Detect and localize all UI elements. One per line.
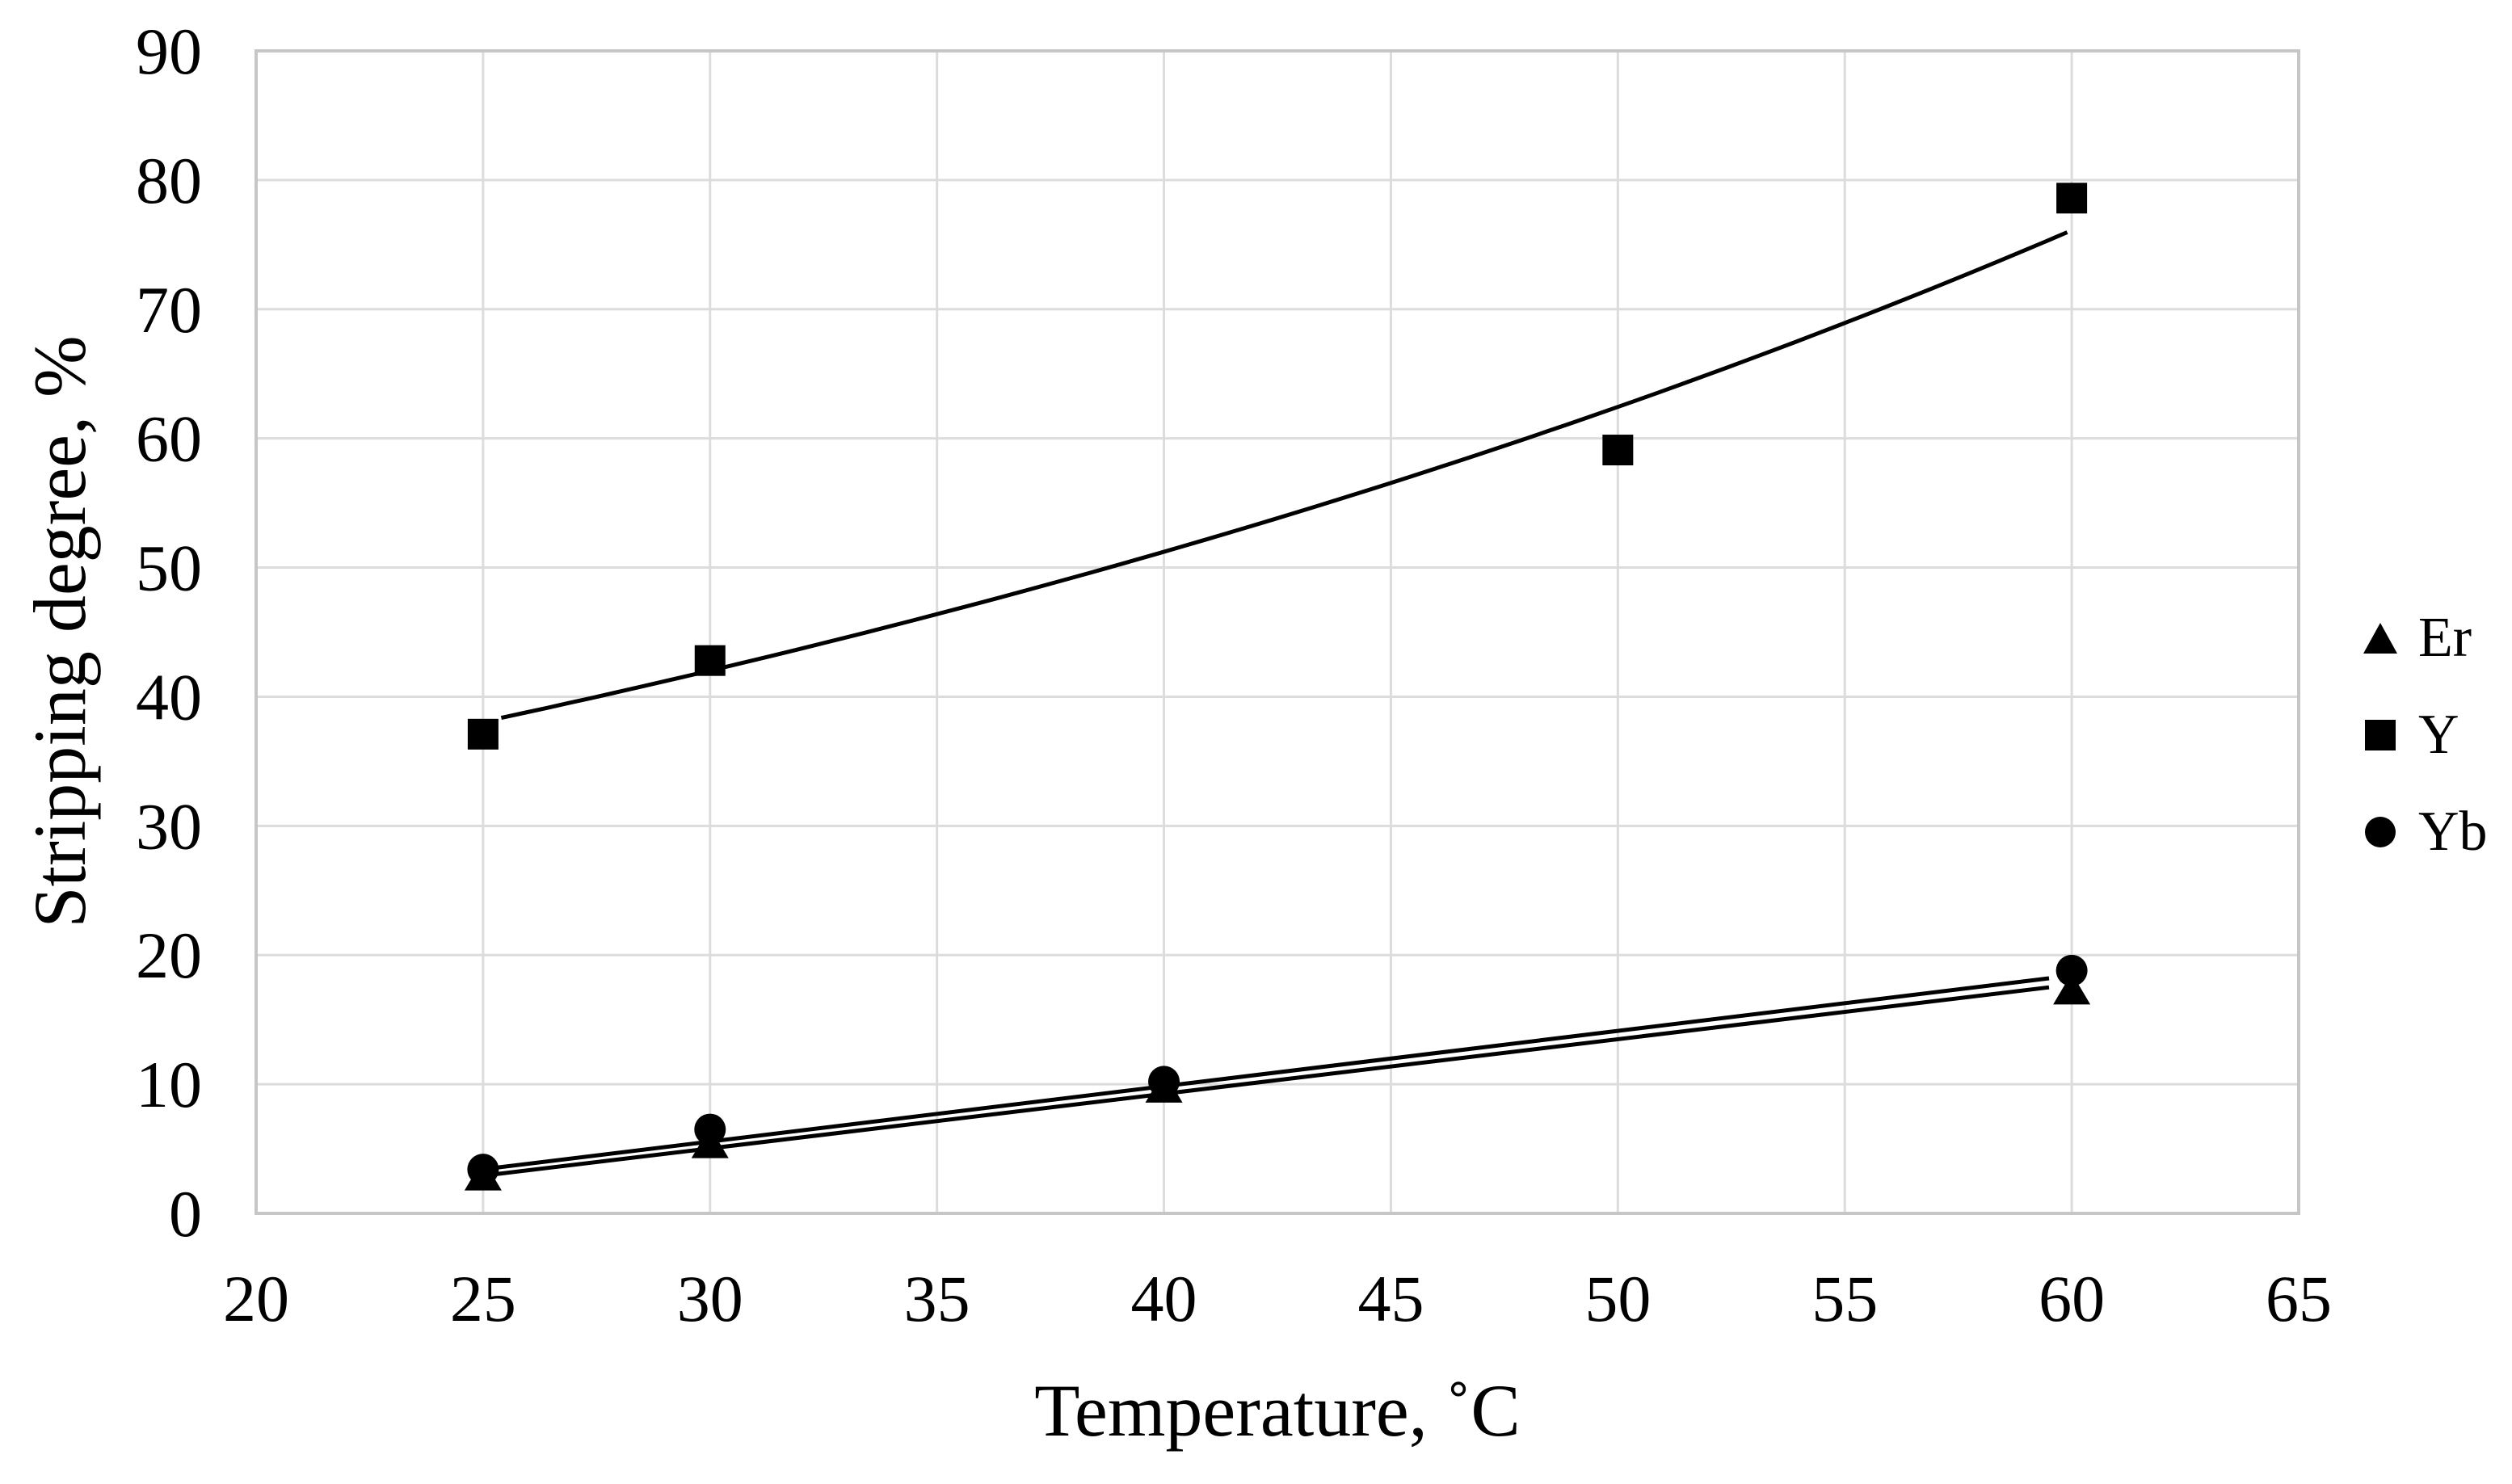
- y-tick-label-40: 40: [136, 660, 202, 734]
- marker-Y-30: [694, 645, 726, 676]
- x-tick-label-35: 35: [904, 1262, 970, 1335]
- x-tick-label-45: 45: [1357, 1262, 1424, 1335]
- legend-item-er: Er: [2362, 590, 2488, 687]
- trendline-Er: [491, 985, 2050, 1177]
- legend-icon-box: [2362, 720, 2399, 750]
- legend-item-yb: Yb: [2362, 784, 2488, 881]
- triangle-marker-icon: [2363, 623, 2397, 654]
- y-tick-label-30: 30: [136, 789, 202, 863]
- trendline-Y: [500, 230, 2068, 721]
- x-tick-label-30: 30: [677, 1262, 743, 1335]
- y-tick-label-50: 50: [136, 532, 202, 605]
- trendline-Yb: [491, 976, 2050, 1171]
- legend-icon-box: [2362, 817, 2399, 847]
- legend-icon-box: [2362, 623, 2399, 654]
- marker-Yb-30: [694, 1113, 726, 1146]
- plot-border: [255, 49, 2300, 1215]
- y-axis-title: Stripping degree, %: [19, 335, 101, 928]
- y-tick-label-20: 20: [136, 919, 202, 992]
- legend-label-y: Y: [2418, 704, 2459, 766]
- x-tick-label-55: 55: [1811, 1262, 1878, 1335]
- y-tick-label-0: 0: [169, 1177, 202, 1251]
- y-tick-label-80: 80: [136, 144, 202, 217]
- x-tick-label-20: 20: [223, 1262, 289, 1335]
- circle-marker-icon: [2365, 817, 2396, 847]
- x-axis-title: Temperature, ˚C: [1034, 1369, 1521, 1452]
- marker-Y-60: [2056, 183, 2088, 214]
- y-tick-label-60: 60: [136, 402, 202, 476]
- marker-Yb-40: [1148, 1066, 1180, 1098]
- marker-Er-60: [2053, 973, 2091, 1005]
- marker-Yb-25: [467, 1154, 499, 1186]
- legend: Er Y Yb: [2362, 590, 2488, 881]
- y-tick-label-70: 70: [136, 273, 202, 347]
- x-tick-label-25: 25: [450, 1262, 516, 1335]
- marker-Y-50: [1602, 435, 1634, 466]
- x-tick-label-50: 50: [1584, 1262, 1651, 1335]
- x-tick-label-65: 65: [2266, 1262, 2332, 1335]
- marker-Y-25: [467, 718, 499, 750]
- x-tick-label-40: 40: [1131, 1262, 1197, 1335]
- legend-item-y: Y: [2362, 687, 2488, 784]
- y-tick-label-10: 10: [136, 1048, 202, 1121]
- x-tick-label-60: 60: [2039, 1262, 2105, 1335]
- y-tick-label-90: 90: [136, 15, 202, 88]
- legend-label-yb: Yb: [2418, 801, 2488, 863]
- legend-label-er: Er: [2418, 607, 2472, 669]
- marker-Yb-60: [2055, 954, 2088, 986]
- square-marker-icon: [2365, 720, 2396, 750]
